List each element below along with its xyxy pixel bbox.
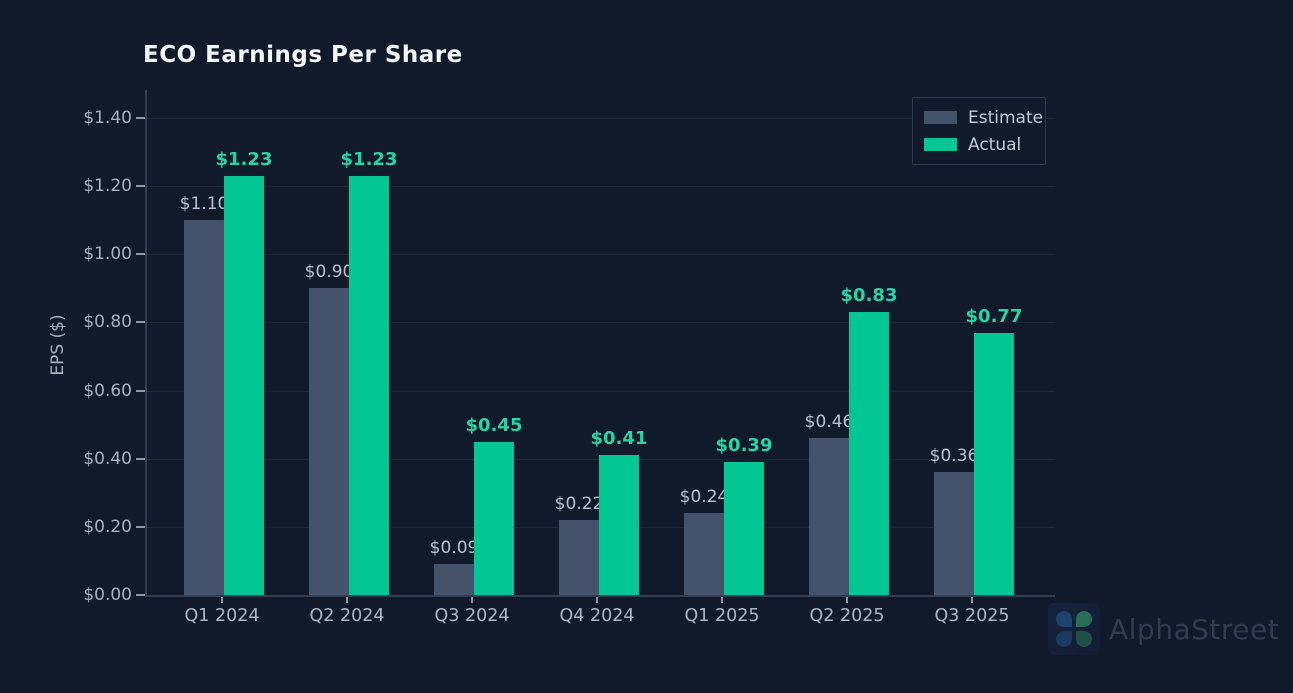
actual-value-label-q1-2025: $0.39 bbox=[715, 435, 773, 456]
legend-item-estimate: Estimate bbox=[924, 107, 1043, 128]
x-tick-mark bbox=[721, 597, 723, 603]
alphastreet-logo-icon bbox=[1048, 603, 1100, 655]
x-tick-label: Q2 2024 bbox=[309, 606, 385, 626]
estimate-value-label-q1-2025: $0.24 bbox=[679, 487, 729, 507]
estimate-bar-q1-2025 bbox=[684, 513, 724, 595]
x-tick-mark bbox=[471, 597, 473, 603]
gridline bbox=[147, 390, 1055, 392]
estimate-bar-q3-2024 bbox=[434, 564, 474, 595]
estimate-value-label-q3-2025: $0.36 bbox=[929, 446, 979, 466]
actual-value-label-q3-2024: $0.45 bbox=[465, 415, 523, 436]
y-tick-label: $0.00 bbox=[83, 585, 132, 605]
y-tick-mark bbox=[136, 321, 145, 324]
actual-bar-q3-2025 bbox=[974, 333, 1014, 595]
x-tick-label: Q3 2024 bbox=[434, 606, 510, 626]
y-tick-mark bbox=[136, 594, 145, 596]
actual-swatch bbox=[924, 138, 957, 151]
y-tick-label: $1.40 bbox=[83, 108, 132, 128]
actual-value-label-q3-2025: $0.77 bbox=[965, 306, 1023, 327]
actual-bar-q3-2024 bbox=[474, 442, 514, 595]
y-tick-mark bbox=[136, 117, 145, 119]
gridline bbox=[147, 118, 1055, 119]
x-tick-label: Q1 2025 bbox=[684, 606, 760, 626]
estimate-value-label-q4-2024: $0.22 bbox=[554, 494, 604, 514]
gridline bbox=[147, 186, 1055, 188]
estimate-value-label-q2-2024: $0.90 bbox=[304, 262, 354, 282]
actual-value-label-q2-2024: $1.23 bbox=[340, 149, 398, 170]
logo-petal bbox=[1056, 611, 1072, 627]
y-tick-mark bbox=[136, 389, 145, 392]
x-tick-mark bbox=[346, 597, 348, 603]
actual-bar-q2-2025 bbox=[849, 312, 889, 595]
logo-petal bbox=[1076, 631, 1092, 647]
estimate-bar-q2-2024 bbox=[309, 288, 349, 595]
actual-value-label-q1-2024: $1.23 bbox=[215, 149, 273, 170]
x-tick-label: Q4 2024 bbox=[559, 606, 635, 626]
y-tick-mark bbox=[136, 457, 145, 460]
chart-title: ECO Earnings Per Share bbox=[143, 42, 463, 68]
x-tick-mark bbox=[846, 597, 848, 603]
alphastreet-watermark: AlphaStreet bbox=[1048, 603, 1279, 655]
logo-petal bbox=[1056, 631, 1072, 647]
actual-value-label-q4-2024: $0.41 bbox=[590, 428, 648, 449]
y-tick-label: $0.20 bbox=[83, 516, 132, 537]
actual-value-label-q2-2025: $0.83 bbox=[840, 285, 898, 306]
estimate-value-label-q1-2024: $1.10 bbox=[179, 194, 229, 214]
estimate-bar-q4-2024 bbox=[559, 520, 599, 595]
x-tick-mark bbox=[596, 597, 598, 603]
estimate-bar-q3-2025 bbox=[934, 472, 974, 595]
plot-area: $1.10 $1.23 $0.90 $1.23 $0.09 $0.45 $0.22 $0.41… bbox=[145, 90, 1055, 597]
legend-label-estimate: Estimate bbox=[968, 107, 1044, 128]
logo-petal bbox=[1076, 611, 1092, 627]
actual-bar-q1-2025 bbox=[724, 462, 764, 595]
legend-label-actual: Actual bbox=[968, 134, 1022, 155]
y-tick-mark bbox=[136, 253, 145, 256]
actual-bar-q2-2024 bbox=[349, 176, 389, 595]
y-tick-label: $0.60 bbox=[83, 380, 132, 401]
y-tick-label: $0.40 bbox=[83, 448, 132, 469]
watermark-label: AlphaStreet bbox=[1109, 612, 1280, 646]
y-tick-label: $0.80 bbox=[83, 312, 132, 333]
x-tick-label: Q2 2025 bbox=[809, 606, 885, 626]
estimate-bar-q1-2024 bbox=[184, 220, 224, 595]
legend: Estimate Actual bbox=[912, 97, 1046, 165]
y-tick-mark bbox=[136, 185, 145, 188]
x-tick-mark bbox=[971, 597, 973, 603]
legend-item-actual: Actual bbox=[924, 134, 1034, 155]
actual-bar-q1-2024 bbox=[224, 176, 264, 595]
actual-bar-q4-2024 bbox=[599, 455, 639, 595]
y-tick-label: $1.00 bbox=[83, 244, 132, 265]
x-tick-label: Q3 2025 bbox=[934, 606, 1010, 626]
estimate-value-label-q3-2024: $0.09 bbox=[429, 538, 479, 558]
x-tick-mark bbox=[221, 597, 223, 603]
estimate-swatch bbox=[924, 111, 957, 124]
gridline bbox=[147, 254, 1055, 256]
estimate-value-label-q2-2025: $0.46 bbox=[804, 412, 854, 432]
y-tick-label: $1.20 bbox=[83, 176, 132, 197]
gridline bbox=[147, 322, 1055, 324]
estimate-bar-q2-2025 bbox=[809, 438, 849, 595]
y-tick-mark bbox=[136, 525, 145, 528]
x-tick-label: Q1 2024 bbox=[184, 606, 260, 626]
